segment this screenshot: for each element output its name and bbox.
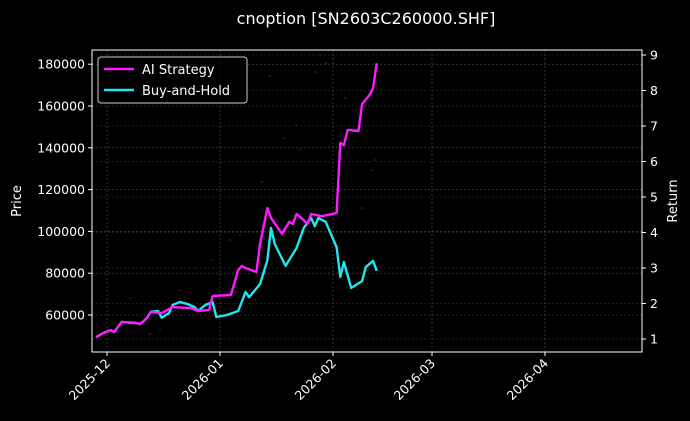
right-tick-label: 5	[650, 190, 658, 205]
x-tick-label: 2026-04	[504, 355, 552, 403]
legend-label-buy-and-hold: Buy-and-Hold	[142, 84, 230, 99]
right-tick-label: 2	[650, 296, 658, 311]
left-axis-label: Price	[10, 185, 25, 217]
x-axis: 2025-12 2026-01 2026-02 2026-03 2026-04	[66, 352, 552, 404]
right-tick-label: 1	[650, 332, 658, 347]
right-tick-label: 7	[650, 119, 658, 134]
chart-title: cnoption [SN2603C260000.SHF]	[237, 9, 496, 28]
left-y-axis: 60000 80000 100000 120000 140000 160000 180000	[37, 57, 92, 323]
legend: AI Strategy Buy-and-Hold	[97, 56, 248, 104]
right-tick-label: 8	[650, 83, 658, 98]
left-tick-label: 180000	[37, 57, 85, 72]
legend-box	[97, 56, 248, 104]
right-tick-label: 6	[650, 154, 658, 169]
left-tick-label: 100000	[37, 224, 85, 239]
left-tick-label: 160000	[37, 99, 85, 114]
x-tick-label: 2026-01	[179, 356, 227, 404]
left-tick-label: 80000	[45, 266, 85, 281]
series-line-ai-strategy	[95, 63, 378, 339]
right-axis-label: Return	[666, 179, 681, 222]
right-tick-label: 3	[650, 261, 658, 276]
legend-label-ai-strategy: AI Strategy	[142, 63, 215, 78]
right-tick-label: 4	[650, 225, 658, 240]
x-tick-label: 2026-02	[292, 356, 340, 404]
left-tick-label: 140000	[37, 140, 85, 155]
left-tick-label: 60000	[45, 308, 85, 323]
left-tick-label: 120000	[37, 182, 85, 197]
x-tick-label: 2026-03	[391, 356, 439, 404]
right-tick-label: 9	[650, 48, 658, 63]
x-tick-label: 2025-12	[66, 356, 114, 404]
data-series	[95, 63, 378, 339]
right-y-axis: 1 2 3 4 5 6 7 8 9	[642, 48, 658, 347]
plot-frame	[91, 49, 643, 353]
